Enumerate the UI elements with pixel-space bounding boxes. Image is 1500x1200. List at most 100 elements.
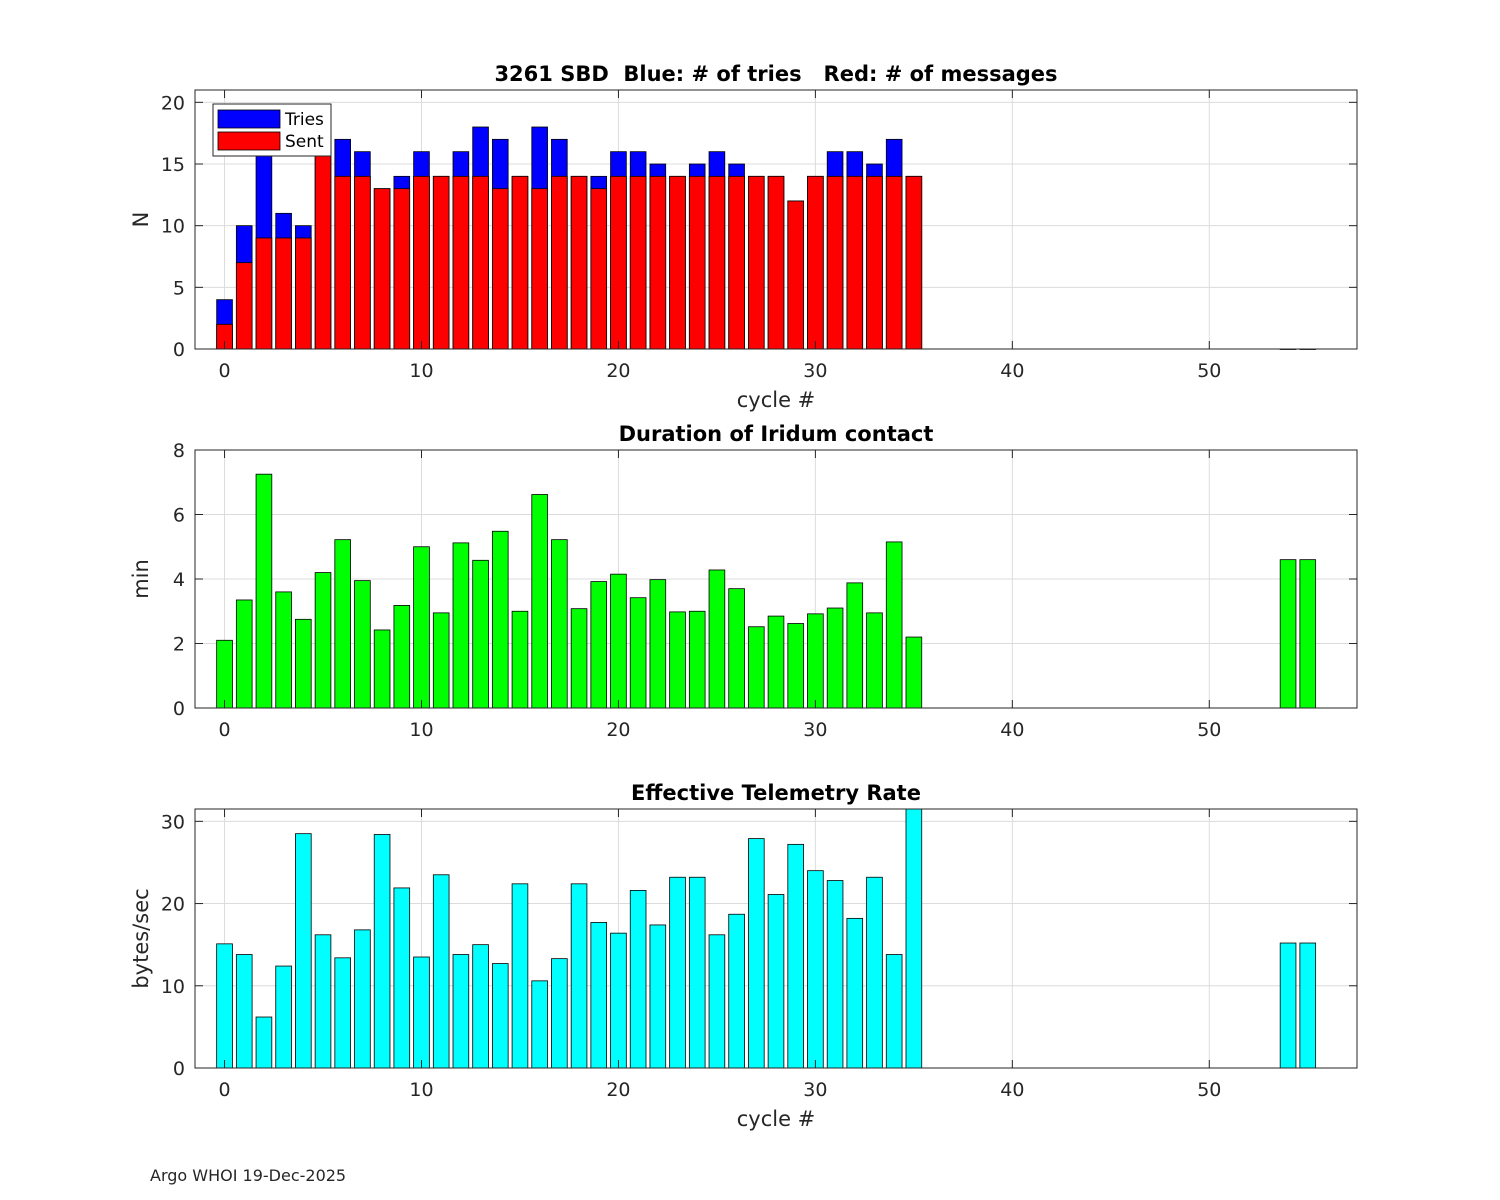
bar-duration (314, 572, 332, 709)
bar-rate (767, 894, 785, 1069)
axes-box (194, 808, 1358, 1069)
bar-sent (413, 175, 430, 350)
bar-duration (688, 610, 706, 709)
bar-sent (432, 175, 450, 350)
bar-sent (787, 200, 804, 350)
bar-sent (275, 237, 292, 350)
x-tick-label: 0 (218, 360, 230, 382)
bar-sent (472, 175, 489, 350)
bar-rate (255, 1016, 273, 1069)
bar-rate (905, 808, 923, 1069)
bar-rate (334, 957, 351, 1069)
bar-rate (629, 890, 647, 1069)
bar-duration (235, 599, 253, 709)
bar-duration (708, 569, 726, 709)
bar-rate (354, 929, 371, 1069)
x-tick-label: 20 (606, 719, 630, 741)
bar-duration (767, 615, 785, 709)
x-tick-label: 10 (409, 719, 433, 741)
bar-sent (905, 175, 923, 350)
bar-duration (551, 539, 568, 709)
x-tick-label: 10 (409, 360, 433, 382)
y-tick-label: 4 (173, 569, 185, 591)
y-tick-label: 0 (173, 339, 185, 361)
bar-sent (551, 175, 568, 350)
bar-rate (511, 883, 529, 1069)
bar-rate (1299, 942, 1317, 1069)
bar-rate (610, 932, 627, 1069)
bar-rate (432, 874, 450, 1069)
chart-rate: 0 10 20 30 40 50 0 10 20 30 Effective Telemetry Ra… (129, 781, 1358, 1131)
bar-sent (511, 175, 529, 350)
chart-title: 3261 SBD Blue: # of tries Red: # of mess… (494, 62, 1057, 86)
bar-rate (570, 883, 588, 1069)
bar-rate (590, 922, 608, 1069)
bar-sent (491, 188, 509, 350)
y-tick-label: 20 (161, 894, 185, 916)
bar-rate (472, 944, 489, 1069)
bar-sent (807, 175, 824, 350)
bar-duration (491, 530, 509, 709)
bar-rate (728, 913, 745, 1069)
bar-duration (826, 607, 844, 709)
bar-sent (531, 188, 548, 350)
bar-duration (590, 581, 608, 709)
y-tick-label: 0 (173, 1058, 185, 1080)
bar-duration (905, 636, 923, 709)
x-tick-label: 50 (1197, 360, 1221, 382)
chart-title: Duration of Iridum contact (619, 422, 934, 446)
bar-sent (354, 175, 371, 350)
x-tick-label: 20 (606, 1079, 630, 1101)
bar-sent (826, 175, 844, 350)
y-tick-label: 10 (161, 216, 185, 238)
legend-label-tries: Tries (284, 110, 324, 130)
bar-duration (334, 539, 351, 709)
bar-rate (531, 980, 548, 1069)
bar-sent (590, 188, 608, 350)
bar-rate (669, 876, 686, 1069)
bar-duration (629, 597, 647, 709)
bar-rate (807, 870, 824, 1069)
bar-rate (885, 954, 903, 1069)
bar-sent (649, 175, 667, 350)
chart-title: Effective Telemetry Rate (631, 781, 921, 805)
chart-duration: 0 10 20 30 40 50 0 2 4 6 8 Duration of Iridum conta… (129, 422, 1358, 741)
y-axis-label: bytes/sec (129, 888, 153, 988)
y-tick-label: 8 (173, 440, 185, 462)
x-tick-label: 30 (803, 719, 827, 741)
bar-duration (393, 605, 411, 709)
bar-rate (393, 887, 411, 1069)
bar-duration (413, 546, 430, 709)
x-tick-label: 30 (803, 360, 827, 382)
bar-duration (1299, 559, 1317, 709)
bar-duration (748, 626, 765, 709)
bar-sent (314, 151, 332, 350)
x-tick-label: 20 (606, 360, 630, 382)
bar-sent (373, 188, 391, 350)
bar-sent (393, 188, 411, 350)
bar-rate (452, 954, 470, 1069)
footer-credit: Argo WHOI 19-Dec-2025 (150, 1166, 347, 1185)
bar-rate (373, 834, 391, 1069)
bar-rate (235, 954, 253, 1069)
bar-duration (669, 611, 686, 709)
bar-duration (295, 618, 312, 709)
bar-duration (275, 591, 292, 709)
chart-sbd: 0 10 20 30 40 50 0 5 10 15 20 3261 SBD Blue: # of t… (129, 62, 1358, 412)
bar-rate (649, 924, 667, 1069)
bar-sent (334, 175, 351, 350)
y-tick-label: 0 (173, 698, 185, 720)
bar-duration (807, 613, 824, 709)
bar-sent (629, 175, 647, 350)
y-tick-label: 6 (173, 505, 185, 527)
bar-duration (787, 623, 804, 709)
legend-swatch-tries (217, 109, 281, 129)
bar-duration (846, 582, 864, 709)
bar-duration (216, 639, 233, 709)
y-tick-label: 15 (161, 154, 185, 176)
bar-duration (570, 608, 588, 709)
bar-duration (866, 612, 883, 709)
bar-sent (610, 175, 627, 350)
